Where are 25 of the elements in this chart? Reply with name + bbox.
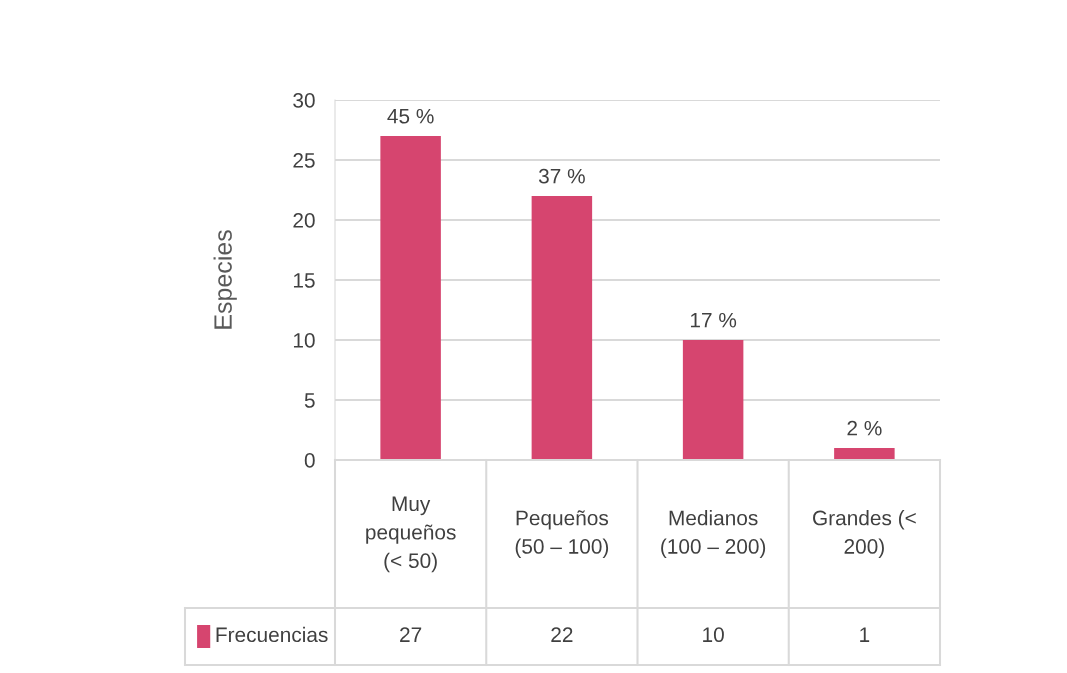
bar xyxy=(834,448,895,460)
y-axis-title: Especies xyxy=(213,230,237,329)
bar xyxy=(531,196,593,460)
annotation: 17 % xyxy=(690,312,737,328)
x-tick-label: Grandes (< 200) xyxy=(813,510,916,558)
bar xyxy=(380,136,441,460)
data-label: 22 xyxy=(551,627,573,642)
data-label: 1 xyxy=(860,627,870,642)
x-tick-label: Muy pequeños (< 50) xyxy=(366,496,456,573)
y-tick-label: 0 xyxy=(304,453,315,468)
y-tick-label: 5 xyxy=(304,393,315,408)
annotation: 45 % xyxy=(387,108,434,124)
legend-label: Frecuencias xyxy=(216,626,328,643)
bar xyxy=(682,340,744,460)
y-tick-label: 25 xyxy=(293,153,315,168)
data-label: 10 xyxy=(703,627,724,643)
y-tick-label: 20 xyxy=(293,213,315,228)
data-label: 27 xyxy=(400,627,422,642)
y-tick-label: 15 xyxy=(293,273,315,288)
y-tick-label: 10 xyxy=(293,333,315,348)
x-tick-label: Pequeños (50 – 100) xyxy=(515,510,609,558)
annotation: 2 % xyxy=(847,420,882,436)
annotation: 37 % xyxy=(538,168,585,184)
y-tick-label: 30 xyxy=(293,93,315,108)
x-tick-label: Medianos (100 – 200) xyxy=(661,510,766,558)
